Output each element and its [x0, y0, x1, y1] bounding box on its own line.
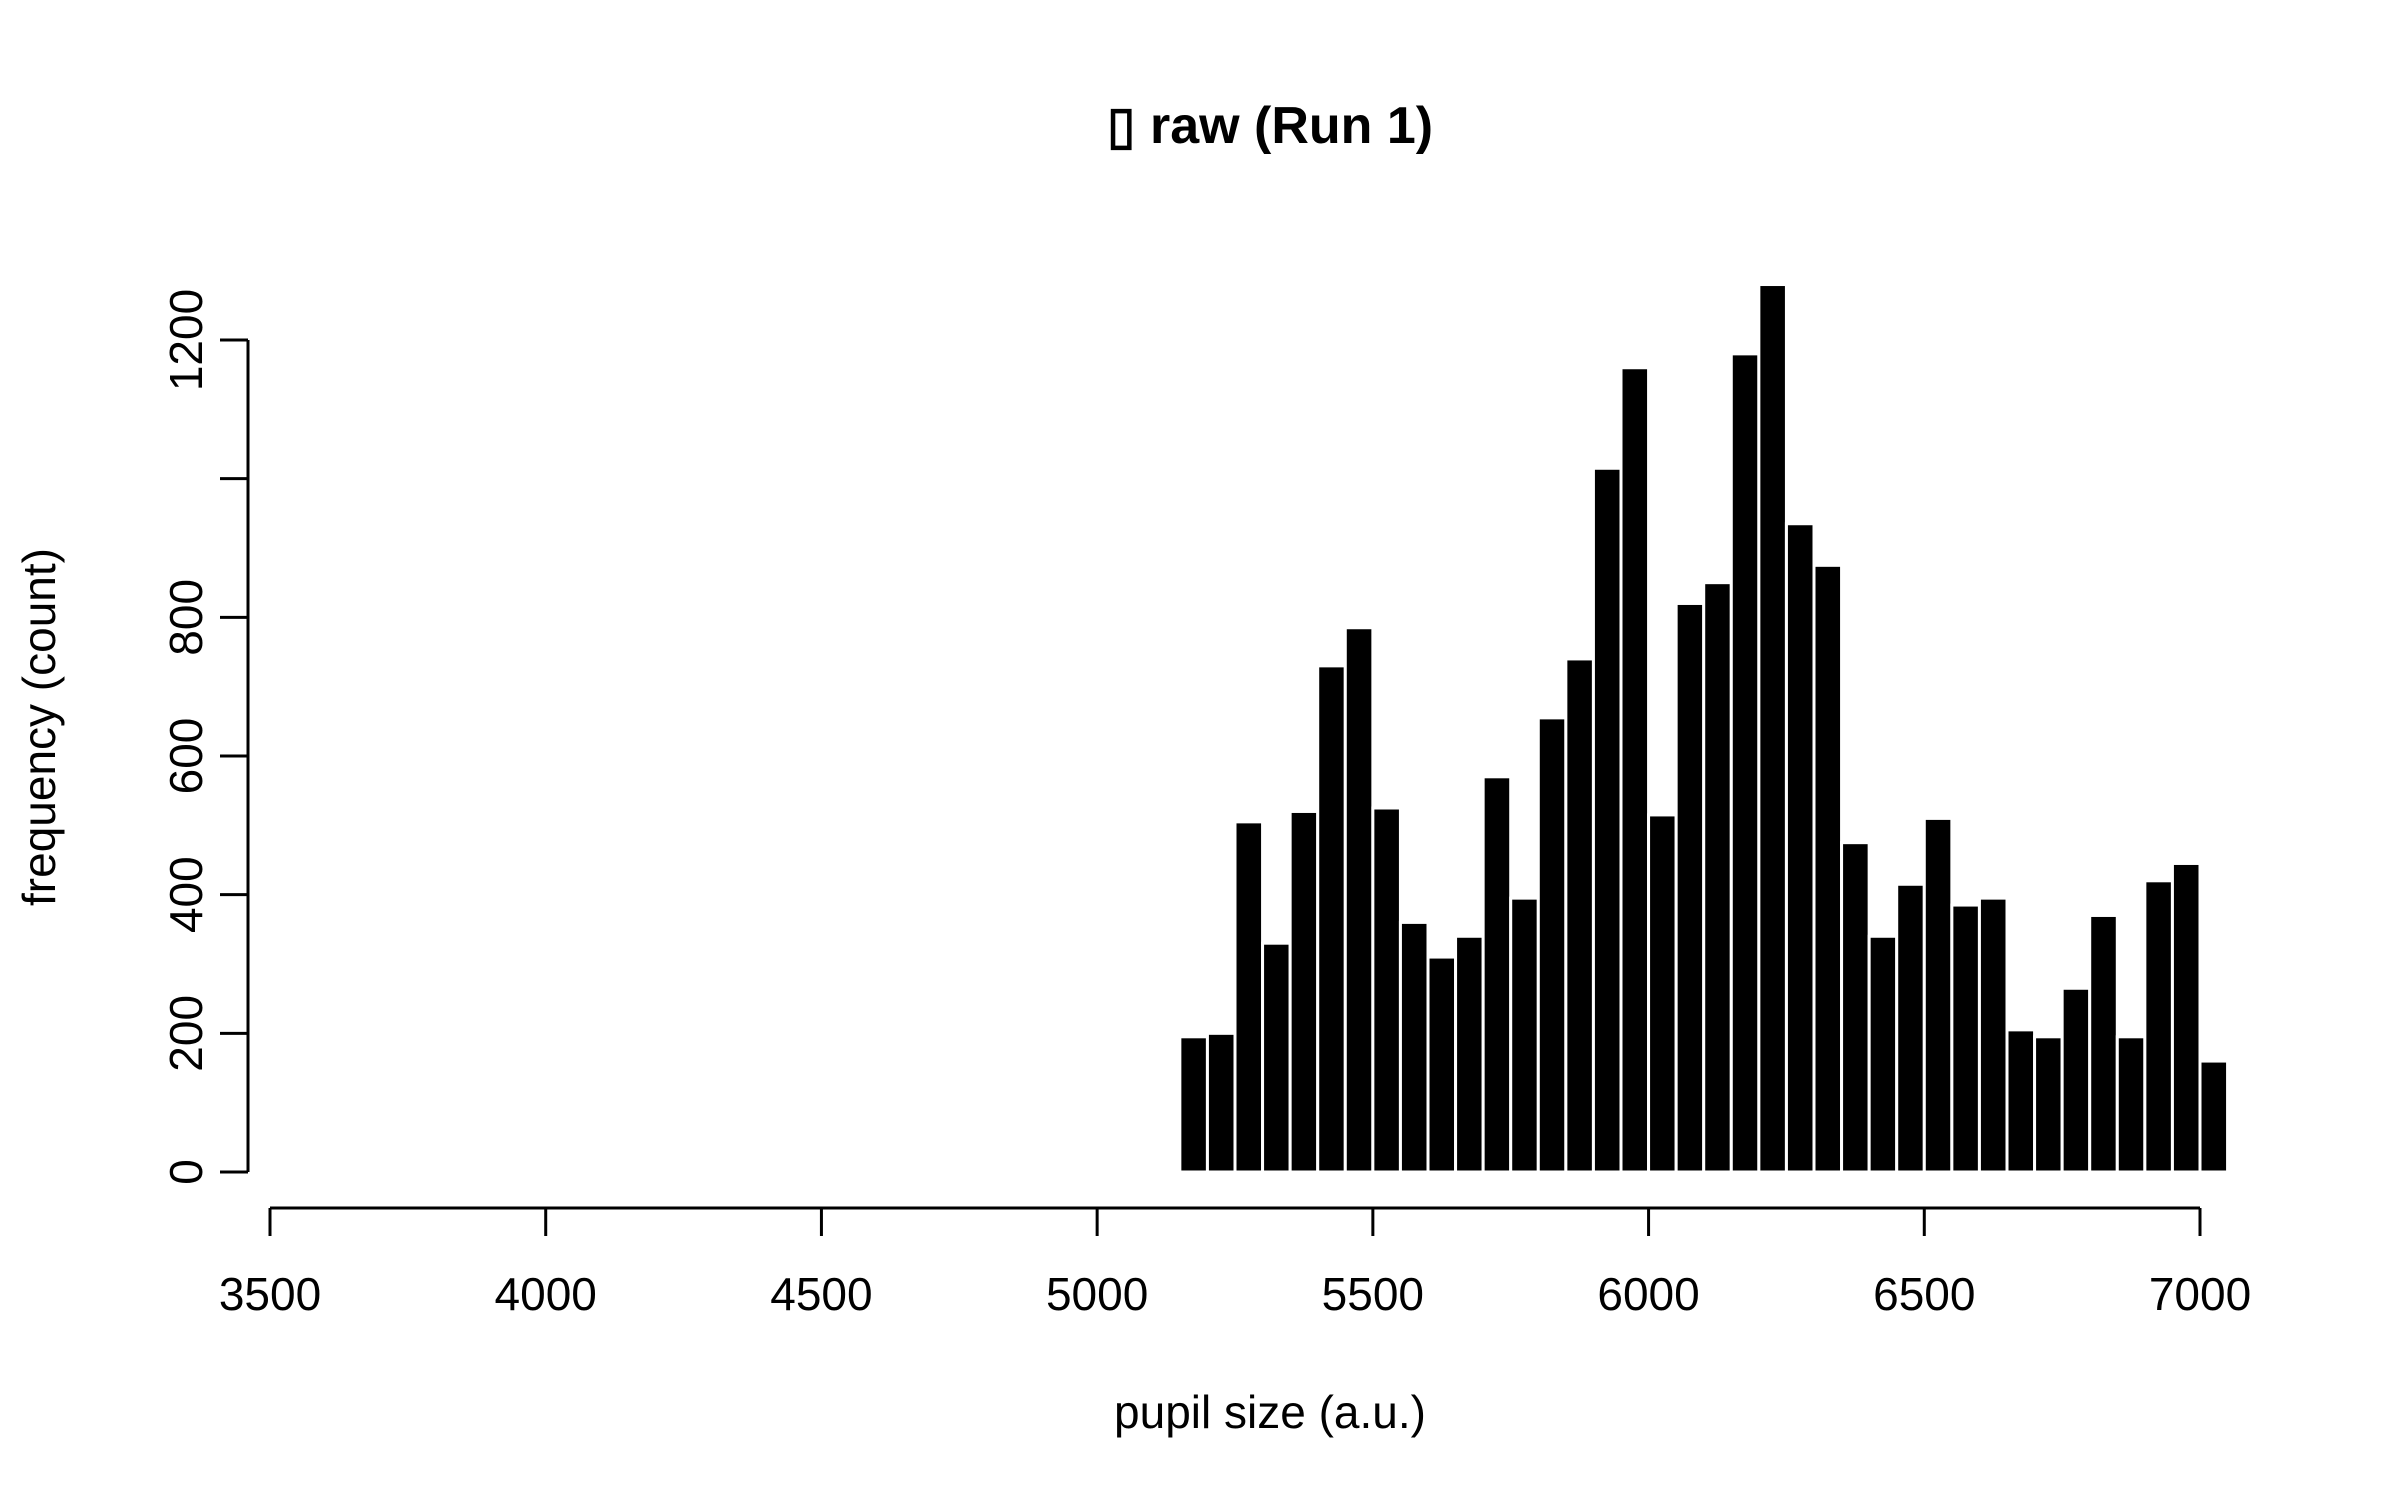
y-tick-label: 1200: [160, 289, 212, 391]
histogram-bar: [2060, 986, 2092, 1174]
histogram-bar: [1564, 657, 1595, 1174]
x-tick-label: 5000: [1046, 1268, 1148, 1320]
histogram-bar: [1509, 896, 1540, 1174]
x-tick-label: 4000: [495, 1268, 597, 1320]
x-tick-label: 6500: [1873, 1268, 1975, 1320]
histogram-bar: [1950, 903, 1981, 1174]
x-axis-label: pupil size (a.u.): [1114, 1386, 1426, 1438]
x-tick-label: 7000: [2149, 1268, 2251, 1320]
histogram-bar: [1205, 1031, 1237, 1174]
histogram-bar: [1619, 366, 1651, 1174]
x-tick-label: 3500: [219, 1268, 321, 1320]
y-tick-label: 800: [160, 579, 212, 656]
histogram-bar: [1371, 806, 1402, 1174]
histogram-bar: [1977, 896, 2009, 1174]
histogram-bar: [1481, 775, 1513, 1174]
x-tick-label: 5500: [1322, 1268, 1424, 1320]
histogram-bar: [1398, 920, 1430, 1174]
histogram-bar: [1867, 934, 1899, 1174]
histogram-bar: [1895, 882, 1926, 1174]
y-axis: 0 200 400 600 800 1200: [160, 289, 250, 1185]
histogram-bar: [1454, 934, 1485, 1174]
histogram-bar: [2005, 1028, 2037, 1174]
histogram-bar: [1536, 716, 1568, 1174]
histogram-bar: [2143, 879, 2174, 1174]
histogram-bar: [1702, 581, 1733, 1174]
histogram-bar: [1591, 466, 1623, 1174]
chart-title: ▯ raw (Run 1): [1107, 97, 1433, 155]
y-tick-label: 400: [160, 856, 212, 933]
histogram-bar: [1757, 283, 1788, 1174]
histogram-bar: [2170, 861, 2202, 1174]
y-tick-label: 600: [160, 718, 212, 795]
histogram-bar: [1840, 841, 1871, 1174]
histogram-bar: [1647, 813, 1678, 1174]
bars-group: [1178, 283, 2230, 1174]
histogram-bar: [1233, 820, 1265, 1174]
histogram-bar: [1674, 601, 1706, 1174]
x-tick-label: 6000: [1597, 1268, 1699, 1320]
histogram-bar: [2033, 1035, 2064, 1174]
histogram-bar: [2198, 1059, 2230, 1174]
histogram-bar: [1922, 816, 1954, 1174]
histogram-bar: [1784, 522, 1816, 1174]
x-axis: 3500 4000 4500 5000 5500 6000 6500 7000: [219, 1206, 2251, 1320]
y-tick-label: 0: [160, 1159, 212, 1185]
histogram-bar: [2115, 1035, 2147, 1174]
histogram-bar: [1178, 1035, 1209, 1174]
x-tick-label: 4500: [770, 1268, 872, 1320]
y-tick-label: 200: [160, 995, 212, 1072]
histogram-bar: [1812, 563, 1844, 1174]
histogram-bar: [2088, 913, 2119, 1174]
histogram-bar: [1426, 955, 1458, 1174]
histogram-bar: [1729, 352, 1761, 1174]
histogram-bar: [1261, 941, 1292, 1174]
histogram-bar: [1316, 664, 1347, 1174]
histogram-bar: [1288, 809, 1320, 1174]
histogram-bar: [1343, 626, 1375, 1174]
y-axis-label: frequency (count): [13, 548, 65, 906]
